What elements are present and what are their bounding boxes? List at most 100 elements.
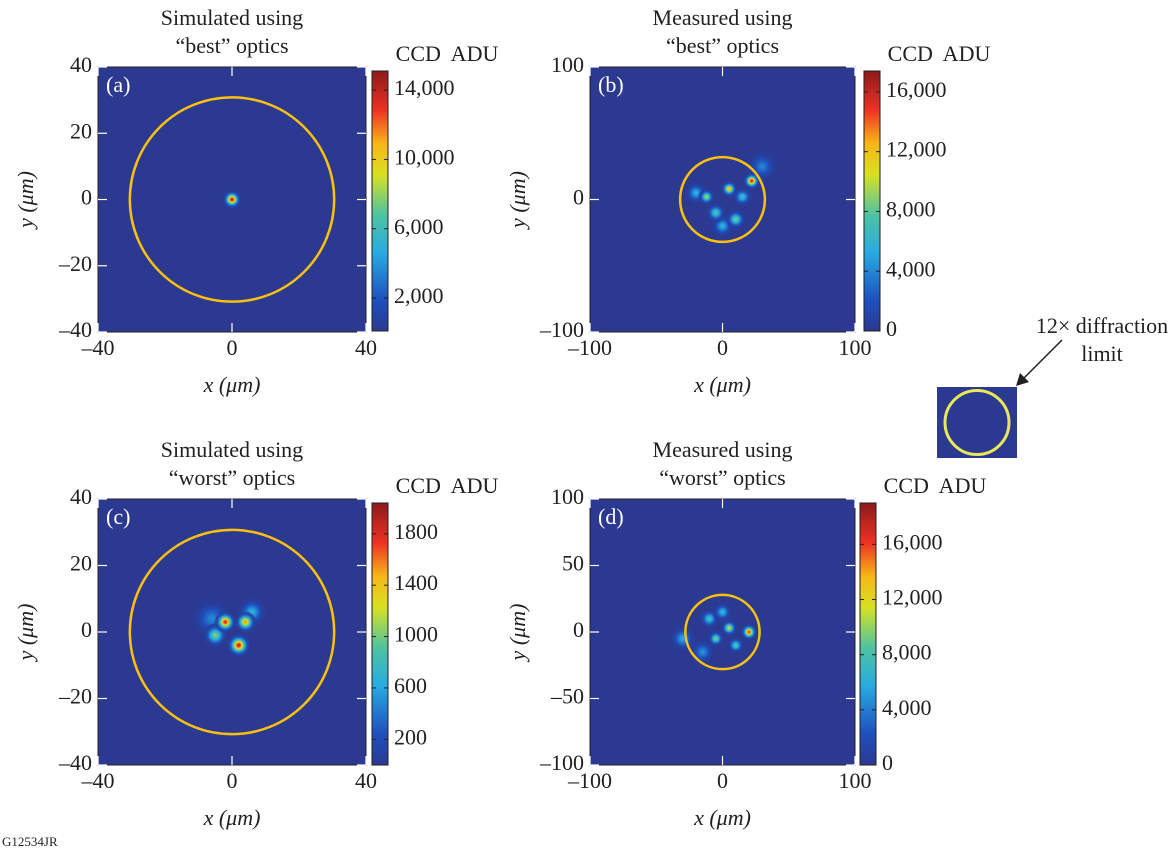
colorbar — [372, 71, 388, 331]
spot-level — [708, 618, 710, 620]
colorbar-tick-label: 10,000 — [394, 144, 455, 169]
y-tick-label: –40 — [58, 317, 92, 342]
y-tick-label: 0 — [81, 185, 92, 210]
x-tick-label: 100 — [839, 335, 872, 360]
panel-title: “worst” optics — [659, 465, 785, 490]
spot-level — [214, 634, 216, 636]
spot — [223, 191, 240, 208]
y-tick-label: 20 — [70, 118, 92, 143]
spot — [228, 634, 250, 656]
spot — [235, 612, 256, 633]
spot — [741, 624, 757, 640]
spot-level — [701, 651, 704, 654]
colorbar-tick-label: 2,000 — [394, 283, 444, 308]
colorbar-tick-label: 4,000 — [886, 256, 936, 281]
inset-label: 12× diffraction — [1036, 313, 1168, 338]
spot-level — [715, 638, 717, 640]
panel: Simulated using “best” optics CCD ADU (a) –4… — [13, 5, 498, 397]
spot-level — [238, 644, 240, 646]
panel-title: “worst” optics — [169, 465, 295, 490]
panel-label: (b) — [598, 72, 624, 97]
y-axis-label: y (μm) — [505, 604, 530, 663]
spot — [721, 620, 737, 636]
x-axis-label: x (μm) — [203, 372, 261, 397]
y-tick-label: 0 — [573, 617, 584, 642]
y-tick-label: 0 — [573, 185, 584, 210]
spot-level — [715, 212, 717, 214]
y-tick-label: 50 — [562, 551, 584, 576]
y-tick-label: 40 — [70, 484, 92, 509]
x-tick-label: 100 — [839, 768, 872, 793]
panel-title: Simulated using — [161, 437, 303, 462]
colorbar-tick-label: 0 — [886, 316, 897, 341]
y-tick-label: –50 — [550, 684, 584, 709]
spot — [699, 189, 715, 205]
colorbar-label: CCD ADU — [396, 473, 499, 498]
panel-title: “best” optics — [175, 33, 288, 58]
x-axis-label: x (μm) — [693, 805, 751, 830]
spot-level — [735, 218, 737, 220]
x-axis-label: x (μm) — [203, 805, 261, 830]
colorbar-tick-label: 1800 — [394, 519, 438, 544]
spot-level — [224, 621, 226, 623]
y-axis-label: y (μm) — [13, 171, 38, 230]
colorbar-tick-label: 1000 — [394, 622, 438, 647]
spot-level — [251, 611, 254, 614]
y-tick-label: –100 — [539, 317, 584, 342]
panel-title: Measured using — [653, 437, 793, 462]
spot — [726, 210, 745, 229]
colorbar-tick-label: 6,000 — [394, 214, 444, 239]
figure-id: G12534JR — [2, 834, 58, 849]
panel: Measured using “best” optics CCD ADU (b) –10… — [505, 5, 990, 397]
colorbar — [864, 71, 880, 331]
colorbar-tick-label: 14,000 — [394, 75, 455, 100]
panel: Simulated using “worst” optics CCD ADU (c) –… — [13, 437, 498, 830]
plot-background — [590, 67, 855, 332]
spot-level — [728, 627, 730, 629]
spot — [706, 203, 725, 222]
spots — [223, 191, 240, 208]
x-tick-label: 0 — [227, 335, 238, 360]
colorbar — [860, 503, 876, 765]
x-tick-label: 0 — [227, 768, 238, 793]
spot-level — [681, 637, 684, 640]
y-tick-label: –20 — [58, 251, 92, 276]
colorbar-label: CCD ADU — [884, 473, 987, 498]
x-tick-label: 0 — [717, 768, 728, 793]
spot-level — [741, 196, 743, 198]
spot — [215, 612, 236, 633]
panel-label: (d) — [598, 504, 624, 529]
x-axis-label: x (μm) — [693, 372, 751, 397]
colorbar-tick-label: 1400 — [394, 570, 438, 595]
colorbar-tick-label: 12,000 — [882, 585, 943, 610]
spot — [713, 603, 732, 622]
spot-level — [244, 621, 246, 623]
y-tick-label: 100 — [551, 52, 584, 77]
panel-title: “best” optics — [666, 33, 779, 58]
colorbar-tick-label: 8,000 — [886, 197, 936, 222]
y-tick-label: –100 — [539, 750, 584, 775]
y-tick-label: 20 — [70, 551, 92, 576]
spot — [728, 637, 744, 653]
spot-level — [748, 631, 750, 633]
panel-label: (a) — [106, 72, 130, 97]
spot-level — [695, 192, 697, 194]
x-tick-label: 40 — [355, 335, 377, 360]
colorbar-label: CCD ADU — [396, 41, 499, 66]
x-tick-label: 40 — [355, 768, 377, 793]
colorbar-label: CCD ADU — [888, 41, 991, 66]
x-tick-label: 0 — [717, 335, 728, 360]
figure: G12534JR 12× diffraction limit Simulated… — [0, 0, 1168, 852]
spot-level — [721, 225, 723, 227]
spot-level — [722, 611, 724, 613]
panel-title: Simulated using — [161, 5, 303, 30]
y-tick-label: –40 — [58, 750, 92, 775]
panel-label: (c) — [106, 504, 130, 529]
inset-box — [937, 387, 1017, 458]
inset-label: limit — [1081, 341, 1123, 366]
panel-title: Measured using — [653, 5, 793, 30]
colorbar-tick-label: 200 — [394, 724, 427, 749]
colorbar-tick-label: 0 — [882, 750, 893, 775]
spot-level — [728, 188, 730, 190]
spot-level — [751, 180, 753, 182]
